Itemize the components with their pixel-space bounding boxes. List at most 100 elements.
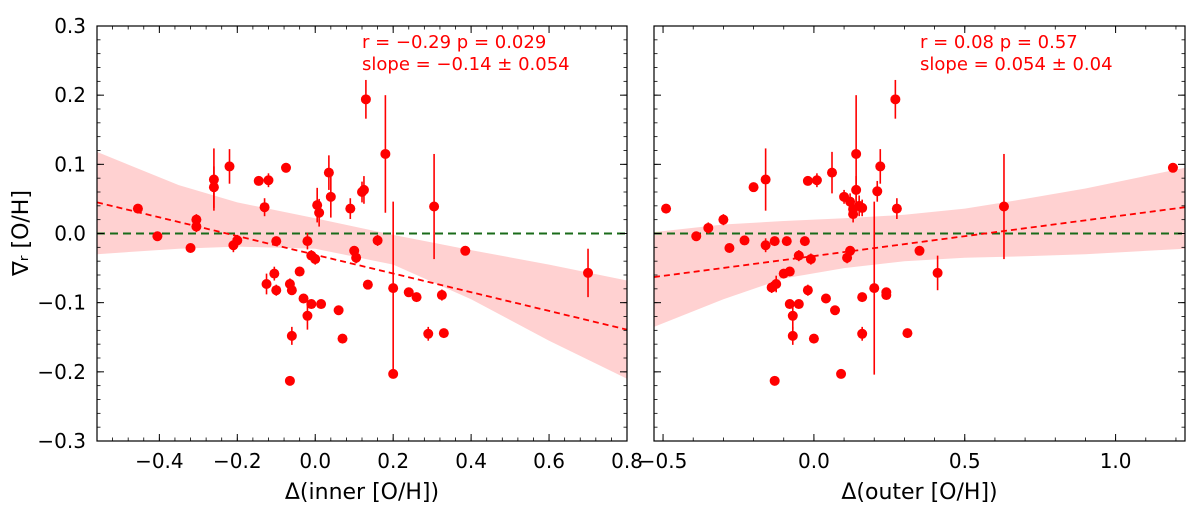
data-point bbox=[325, 191, 336, 202]
data-point bbox=[718, 214, 729, 225]
data-point bbox=[857, 292, 868, 303]
data-point bbox=[337, 333, 348, 344]
data-point bbox=[851, 148, 862, 159]
x-tick-label: 0.8 bbox=[611, 449, 643, 473]
data-point bbox=[316, 299, 327, 310]
data-point bbox=[872, 186, 883, 197]
data-point bbox=[438, 328, 449, 339]
data-point bbox=[436, 290, 447, 301]
data-point bbox=[423, 328, 434, 339]
data-point bbox=[362, 279, 373, 290]
data-point bbox=[302, 310, 313, 321]
data-point bbox=[703, 222, 714, 233]
plot-area bbox=[654, 79, 1185, 386]
data-point bbox=[769, 236, 780, 247]
stats-annotation-correlation: r = 0.08 p = 0.57 bbox=[920, 32, 1078, 53]
y-tick-label: −0.2 bbox=[37, 360, 86, 384]
x-tick-label: 0.0 bbox=[798, 449, 830, 473]
data-point bbox=[784, 266, 795, 277]
data-point bbox=[805, 254, 816, 265]
data-point bbox=[793, 250, 804, 261]
data-point bbox=[310, 254, 321, 265]
data-point bbox=[345, 203, 356, 214]
data-point bbox=[286, 285, 297, 296]
data-point bbox=[799, 236, 810, 247]
data-point bbox=[152, 231, 163, 242]
x-axis-label: Δ(inner [O/H]) bbox=[285, 480, 439, 505]
data-point bbox=[372, 235, 383, 246]
data-point bbox=[388, 283, 399, 294]
data-point bbox=[869, 283, 880, 294]
data-point bbox=[845, 245, 856, 256]
data-point bbox=[802, 175, 813, 186]
x-tick-label: 0.2 bbox=[377, 449, 409, 473]
data-point bbox=[914, 245, 925, 256]
data-point bbox=[811, 175, 822, 186]
data-point bbox=[769, 375, 780, 386]
y-tick-label: −0.3 bbox=[37, 429, 86, 453]
y-tick-label: 0.1 bbox=[54, 152, 86, 176]
y-axis-label: ∇ᵣ [O/H] bbox=[9, 190, 34, 277]
data-point bbox=[380, 148, 391, 159]
x-tick-label: 1.0 bbox=[1100, 449, 1132, 473]
plot-area bbox=[97, 79, 627, 386]
data-point bbox=[724, 243, 735, 254]
data-point bbox=[294, 266, 305, 277]
data-point bbox=[284, 375, 295, 386]
data-point bbox=[771, 278, 782, 289]
data-point bbox=[429, 201, 440, 212]
y-tick-label: −0.1 bbox=[37, 291, 86, 315]
right-panel-outer: −0.5 0.0 0.5 1.0 Δ(outer [O/H]) r = 0.08 p = … bbox=[639, 25, 1186, 505]
fit-line bbox=[97, 201, 627, 331]
data-point bbox=[881, 290, 892, 301]
data-point bbox=[208, 182, 219, 193]
data-point bbox=[298, 293, 309, 304]
stats-annotation-correlation: r = −0.29 p = 0.029 bbox=[362, 32, 546, 53]
data-point bbox=[232, 235, 243, 246]
data-point bbox=[224, 161, 235, 172]
data-point bbox=[191, 214, 202, 225]
data-point bbox=[739, 235, 750, 246]
data-point bbox=[748, 182, 759, 193]
data-point bbox=[403, 287, 414, 298]
data-point bbox=[827, 167, 838, 178]
data-point bbox=[360, 94, 371, 105]
data-point bbox=[358, 184, 369, 195]
stats-annotation-slope: slope = −0.14 ± 0.054 bbox=[362, 54, 570, 75]
data-point bbox=[281, 162, 292, 173]
y-tick-label: 0.3 bbox=[54, 14, 86, 38]
data-point bbox=[661, 203, 672, 214]
data-point bbox=[998, 201, 1009, 212]
data-point bbox=[271, 285, 282, 296]
data-point bbox=[836, 368, 847, 379]
data-point bbox=[760, 240, 771, 251]
data-point bbox=[314, 207, 325, 218]
data-point bbox=[781, 236, 792, 247]
data-point bbox=[306, 299, 317, 310]
data-point bbox=[460, 245, 471, 256]
data-point bbox=[760, 174, 771, 185]
x-tick-label: 0.4 bbox=[455, 449, 487, 473]
x-tick-label: 0.5 bbox=[949, 449, 981, 473]
data-point bbox=[820, 293, 831, 304]
data-point bbox=[253, 175, 264, 186]
data-point bbox=[269, 268, 280, 279]
x-tick-label: −0.4 bbox=[135, 449, 184, 473]
data-point bbox=[787, 310, 798, 321]
data-point bbox=[261, 278, 272, 289]
data-point bbox=[333, 305, 344, 316]
data-point bbox=[891, 203, 902, 214]
data-point bbox=[259, 202, 270, 213]
x-tick-label: −0.2 bbox=[213, 449, 262, 473]
left-panel-inner: −0.3 −0.2 −0.1 0.0 0.1 0.2 0.3 −0.4 −0.2 0.0 0.2 0.… bbox=[37, 14, 642, 505]
data-point bbox=[902, 328, 913, 339]
data-point bbox=[302, 236, 313, 247]
data-point bbox=[286, 330, 297, 341]
data-point bbox=[351, 252, 362, 263]
data-point bbox=[830, 305, 841, 316]
data-point bbox=[793, 299, 804, 310]
data-point bbox=[271, 236, 282, 247]
data-point bbox=[411, 292, 422, 303]
data-point bbox=[263, 175, 274, 186]
data-point bbox=[787, 330, 798, 341]
